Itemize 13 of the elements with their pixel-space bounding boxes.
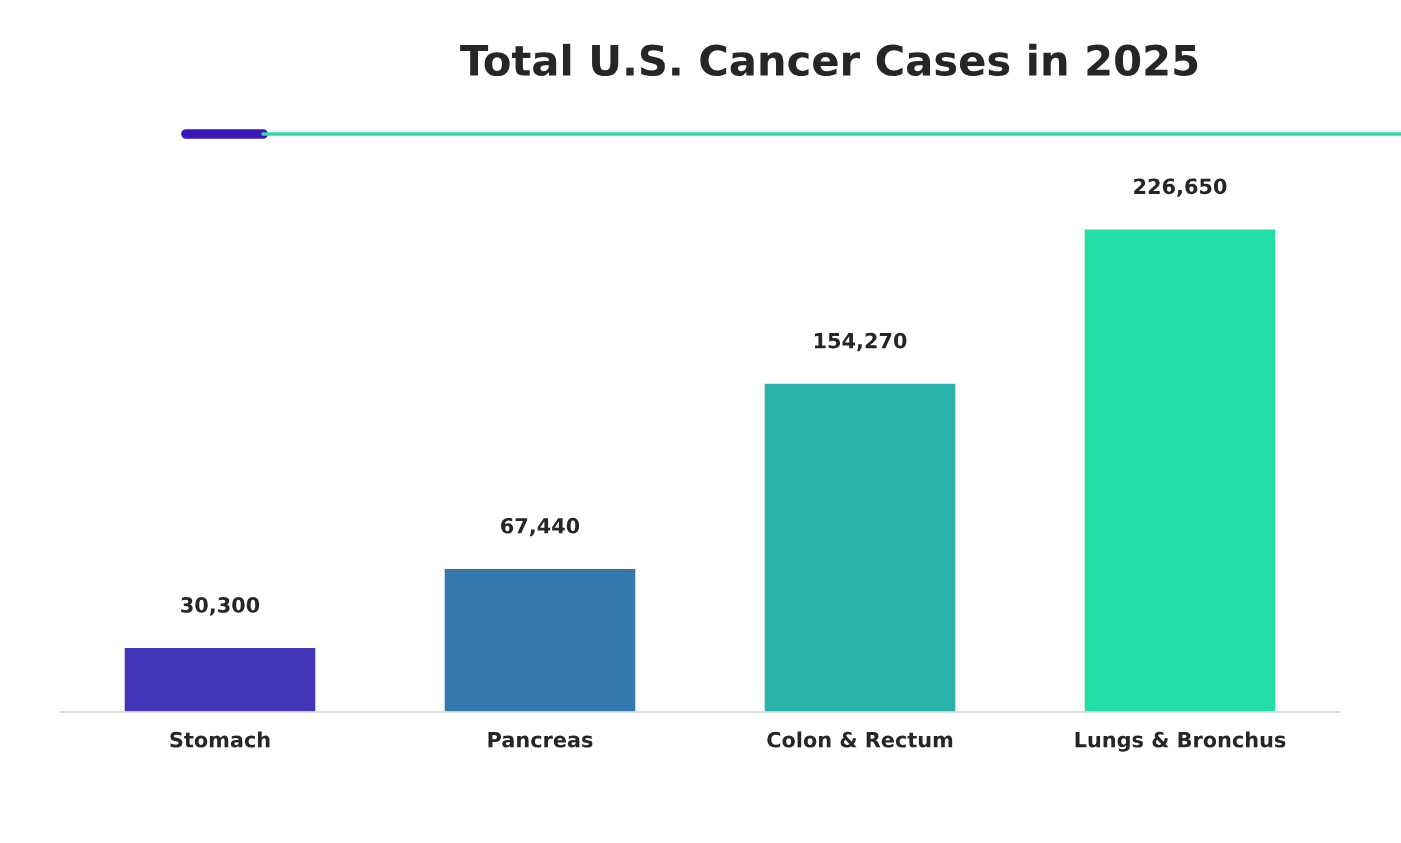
bar xyxy=(443,567,637,712)
x-tick-label: Pancreas xyxy=(488,732,593,748)
data-label: 30,300 xyxy=(181,597,260,616)
bar xyxy=(763,382,957,712)
x-tick-label: Lungs & Bronchus xyxy=(1075,731,1286,752)
bar xyxy=(123,646,317,712)
data-label: 67,440 xyxy=(501,517,580,537)
data-label: 226,650 xyxy=(1134,178,1227,197)
bar xyxy=(1083,228,1277,712)
x-tick-label: Stomach xyxy=(170,731,270,748)
data-label: 154,270 xyxy=(814,332,907,352)
x-tick-label: Colon & Rectum xyxy=(767,731,953,748)
chart-title: Total U.S. Cancer Cases in 2025 xyxy=(460,43,1198,77)
